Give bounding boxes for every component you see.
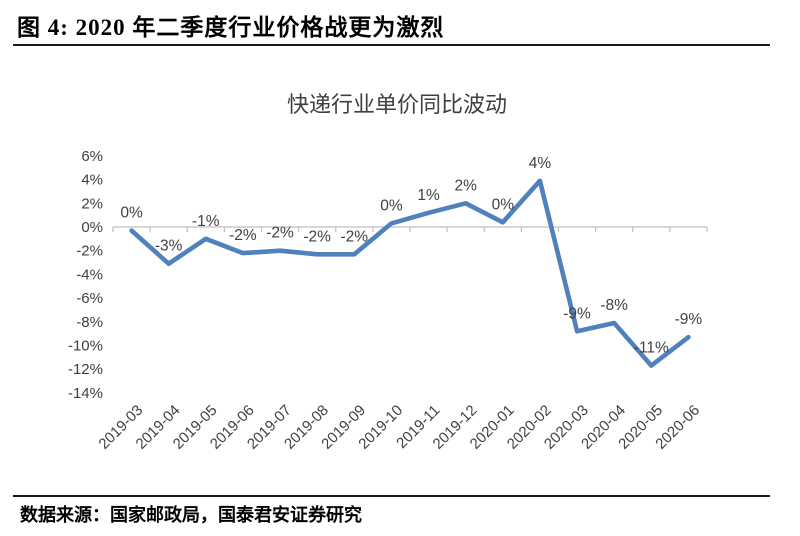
y-axis-tick-label: -10%	[68, 338, 103, 355]
y-axis-tick-label: 4%	[81, 172, 103, 189]
data-point-label: 0%	[120, 205, 143, 222]
y-axis-tick-label: 6%	[81, 148, 103, 165]
series-layer	[129, 178, 691, 368]
data-point-label: -3%	[155, 238, 183, 255]
data-source: 数据来源：国家邮政局，国泰君安证券研究	[20, 505, 362, 525]
figure-title: 图 4: 2020 年二季度行业价格战更为激烈	[17, 15, 445, 40]
data-point-label: -11%	[634, 340, 669, 357]
y-axis-tick-label: 2%	[81, 195, 103, 212]
data-point-label: -1%	[192, 213, 220, 230]
data-point-label: 0%	[492, 196, 515, 213]
footer-rule	[13, 495, 770, 497]
data-labels-layer: 0% -3% -1% -2% -2% -2% -2% 0% 1% 2% 0% 4% -9% -8% -11%…	[120, 155, 702, 357]
header-rule	[13, 44, 770, 46]
y-axis-tick-label: 0%	[81, 219, 103, 236]
data-point-label: -2%	[303, 228, 331, 245]
data-point-label: -9%	[563, 305, 591, 322]
data-point-label: 4%	[529, 155, 552, 172]
series-line	[129, 178, 691, 368]
data-point-label: -8%	[600, 297, 628, 314]
line-chart: 快递行业单价同比波动 6% 4% 2% 0% -2% -4% -6% -8% -10% -12% -…	[68, 92, 708, 453]
data-point-label: 0%	[380, 197, 403, 214]
data-point-label: -2%	[229, 227, 257, 244]
data-point-label: 1%	[417, 187, 440, 204]
data-point-label: -9%	[675, 311, 703, 328]
y-axis-tick-label: -12%	[68, 361, 103, 378]
y-axis-tick-label: -6%	[76, 290, 103, 307]
data-point-label: -2%	[266, 225, 294, 242]
data-point-label: -2%	[341, 228, 369, 245]
y-axis-tick-label: -4%	[76, 266, 103, 283]
y-axis-tick-label: -14%	[68, 385, 103, 402]
data-point-label: 2%	[454, 177, 477, 194]
y-axis-tick-label: -8%	[76, 314, 103, 331]
y-axis-tick-label: -2%	[76, 243, 103, 260]
chart-title: 快递行业单价同比波动	[287, 92, 507, 117]
